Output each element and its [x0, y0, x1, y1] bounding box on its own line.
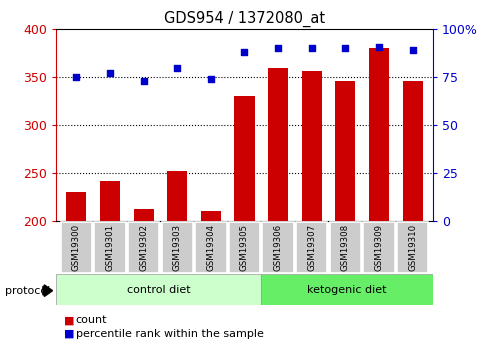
Text: count: count — [76, 315, 107, 325]
Bar — [295, 222, 327, 273]
Text: ■: ■ — [63, 315, 74, 325]
Bar — [228, 222, 260, 273]
Bar — [167, 171, 187, 221]
Point — [140, 78, 147, 84]
Text: GSM19309: GSM19309 — [374, 224, 383, 271]
Point — [307, 46, 315, 51]
Bar — [267, 68, 287, 221]
Bar — [234, 96, 254, 221]
Bar — [100, 180, 120, 221]
Bar — [66, 192, 86, 221]
Bar — [161, 222, 193, 273]
Text: ■: ■ — [63, 329, 74, 339]
Text: GSM19307: GSM19307 — [306, 224, 316, 271]
Bar — [301, 71, 321, 221]
Bar — [261, 274, 432, 305]
Text: protocol: protocol — [5, 286, 50, 296]
FancyArrow shape — [43, 285, 52, 296]
Text: GSM19302: GSM19302 — [139, 224, 148, 271]
Text: GSM19301: GSM19301 — [105, 224, 114, 271]
Title: GDS954 / 1372080_at: GDS954 / 1372080_at — [163, 10, 325, 27]
Text: GSM19300: GSM19300 — [72, 224, 81, 271]
Point — [72, 75, 80, 80]
Bar — [201, 211, 221, 221]
Bar — [133, 209, 153, 221]
Bar — [56, 274, 261, 305]
Point — [341, 46, 348, 51]
Point — [408, 48, 416, 53]
Bar — [128, 222, 159, 273]
Text: percentile rank within the sample: percentile rank within the sample — [76, 329, 263, 339]
Bar — [368, 48, 388, 221]
Point — [206, 76, 214, 82]
Bar — [94, 222, 125, 273]
Text: control diet: control diet — [127, 285, 190, 295]
Bar — [335, 81, 355, 221]
Text: GSM19305: GSM19305 — [240, 224, 248, 271]
Point — [240, 50, 248, 55]
Point — [106, 71, 114, 76]
Bar — [363, 222, 394, 273]
Text: GSM19303: GSM19303 — [172, 224, 182, 271]
Point — [374, 44, 382, 49]
Text: GSM19306: GSM19306 — [273, 224, 282, 271]
Bar — [396, 222, 427, 273]
Bar — [402, 81, 422, 221]
Bar — [329, 222, 360, 273]
Bar — [262, 222, 293, 273]
Bar — [61, 222, 92, 273]
Text: GSM19304: GSM19304 — [206, 224, 215, 271]
Point — [173, 65, 181, 70]
Bar — [195, 222, 226, 273]
Text: GSM19310: GSM19310 — [407, 224, 416, 271]
Text: GSM19308: GSM19308 — [340, 224, 349, 271]
Text: ketogenic diet: ketogenic diet — [306, 285, 386, 295]
Point — [274, 46, 282, 51]
